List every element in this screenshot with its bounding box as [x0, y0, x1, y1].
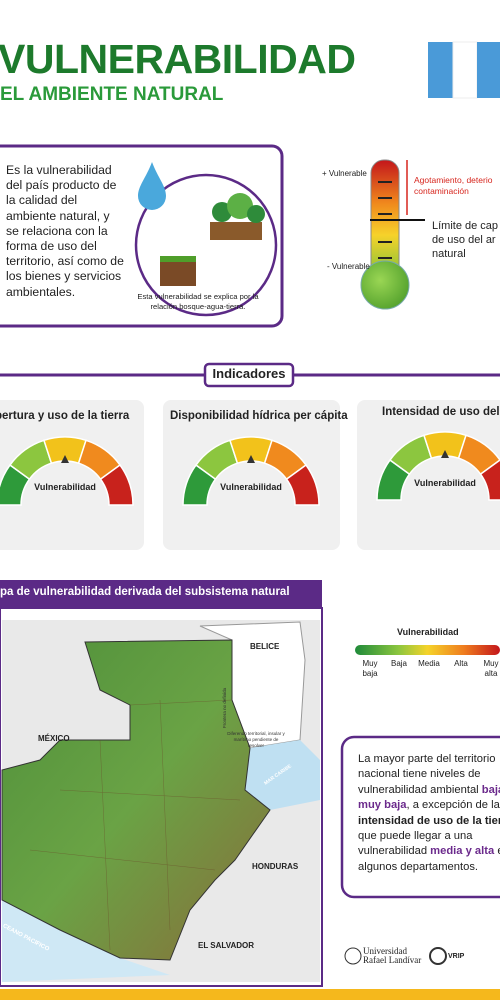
subtitle: EL AMBIENTE NATURAL — [0, 84, 224, 105]
card-title: Disponibilidad hídrica per cápita — [170, 410, 348, 422]
gauge-label: Vulnerabilidad — [220, 482, 282, 492]
card-title: bertura y uso de la tierra — [0, 410, 130, 422]
map-label: BELICE — [250, 642, 280, 651]
summary-segment: en algunos departamentos. — [358, 845, 500, 873]
gauge-segment — [285, 463, 320, 506]
summary-segment: intensidad de uso de la tierra — [358, 814, 500, 827]
intro-text: Es la vulnerabilidad del país producto d… — [6, 163, 124, 299]
card — [163, 400, 340, 550]
logo-text: VRIP — [448, 953, 465, 960]
footer-bar — [0, 989, 500, 1000]
gauge-segment — [99, 463, 134, 506]
map-header — [0, 580, 322, 608]
summary-text: La mayor parte del territorio nacional t… — [358, 752, 500, 875]
map-title: pa de vulnerabilidad derivada del subsis… — [0, 586, 290, 598]
indicators-title: Indicadores — [212, 366, 286, 381]
map-note: Diferendo territorial, insular y marítim… — [227, 731, 285, 748]
title: VULNERABILIDAD — [0, 36, 356, 82]
thermo-bottom: - Vulnerable — [327, 262, 370, 271]
logo-seal — [344, 947, 362, 965]
drop-icon — [138, 162, 166, 210]
gauge-label: Vulnerabilidad — [414, 478, 476, 488]
card — [0, 400, 144, 550]
summary-segment: baja y muy baja — [358, 783, 500, 812]
flag-stripe — [428, 42, 453, 98]
gauge-pointer — [441, 450, 449, 458]
warning-line: contaminación — [414, 186, 469, 196]
card — [357, 400, 500, 550]
limit-line-text: Límite de cap — [432, 220, 499, 232]
map-note: Frontera no definida — [222, 687, 227, 729]
intro-box — [0, 144, 284, 328]
gauge-segment — [479, 459, 500, 501]
card-title: Intensidad de uso del su — [382, 406, 500, 418]
flag-stripe — [477, 42, 500, 98]
thermo-top: + Vulnerable — [322, 169, 367, 178]
indicators-badge — [203, 362, 295, 388]
pacific — [2, 900, 170, 982]
logo-vrip — [429, 947, 447, 965]
soil-icon — [160, 256, 196, 286]
summary-segment: La mayor parte del territorio nacional t… — [358, 753, 496, 796]
caribbean — [245, 740, 320, 810]
legend-label: Baja — [390, 659, 407, 668]
warning-text: Agotamiento, deterio contaminación — [414, 175, 492, 197]
thermometer-bulb — [360, 260, 410, 310]
map-label: HONDURAS — [252, 862, 299, 871]
logo-line: Universidad — [363, 946, 407, 956]
limit-line-text: de uso del ar — [432, 234, 496, 246]
legend-label: Alta — [454, 659, 468, 668]
warning-line: Agotamiento, deterio — [414, 175, 493, 185]
cycle-circle — [134, 173, 278, 317]
gauge-pointer — [247, 455, 255, 463]
logo-line: Rafael Landívar — [363, 955, 422, 965]
summary-box — [340, 735, 500, 899]
legend-label: Muy baja — [362, 659, 378, 678]
summary-segment: media y alta — [430, 845, 495, 858]
gauge-pointer — [61, 455, 69, 463]
trees-icon — [210, 193, 265, 240]
map-label: EL SALVADOR — [198, 941, 255, 950]
thermometer-ticks — [378, 181, 392, 259]
summary-segment: , que puede llegar a una vulnerabilidad — [358, 830, 473, 858]
caption: Esta vulnerabilidad se explica por la re… — [137, 292, 259, 311]
legend-label: Media — [418, 659, 440, 668]
flag-stripe — [452, 41, 478, 99]
summary-segment: , a excepción de la — [406, 799, 500, 812]
logo-text: Universidad Rafael Landívar — [363, 947, 421, 965]
department-borders — [29, 699, 241, 951]
gauge-label: Vulnerabilidad — [34, 482, 96, 492]
guatemala-map — [1, 639, 271, 961]
limit-line-text: natural — [432, 248, 466, 260]
legend-bar — [355, 645, 500, 655]
map-label: MÉXICO — [38, 734, 70, 743]
legend-title: Vulnerabilidad — [397, 627, 459, 637]
legend-label: Muy alta — [483, 659, 499, 678]
limit-text: Límite de cap de uso del ar natural — [432, 219, 498, 261]
